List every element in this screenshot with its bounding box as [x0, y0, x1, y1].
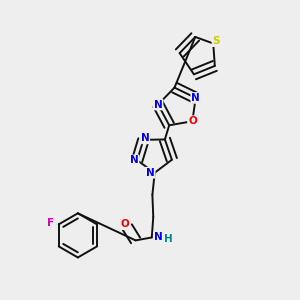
Text: O: O — [121, 219, 129, 229]
Text: N: N — [130, 155, 139, 165]
Text: N: N — [154, 100, 163, 110]
Text: H: H — [164, 234, 172, 244]
Text: S: S — [212, 36, 220, 46]
Text: N: N — [140, 134, 149, 143]
Text: F: F — [47, 218, 54, 228]
Text: N: N — [154, 232, 163, 242]
Text: O: O — [188, 116, 197, 126]
Text: N: N — [191, 93, 200, 103]
Text: N: N — [146, 168, 155, 178]
